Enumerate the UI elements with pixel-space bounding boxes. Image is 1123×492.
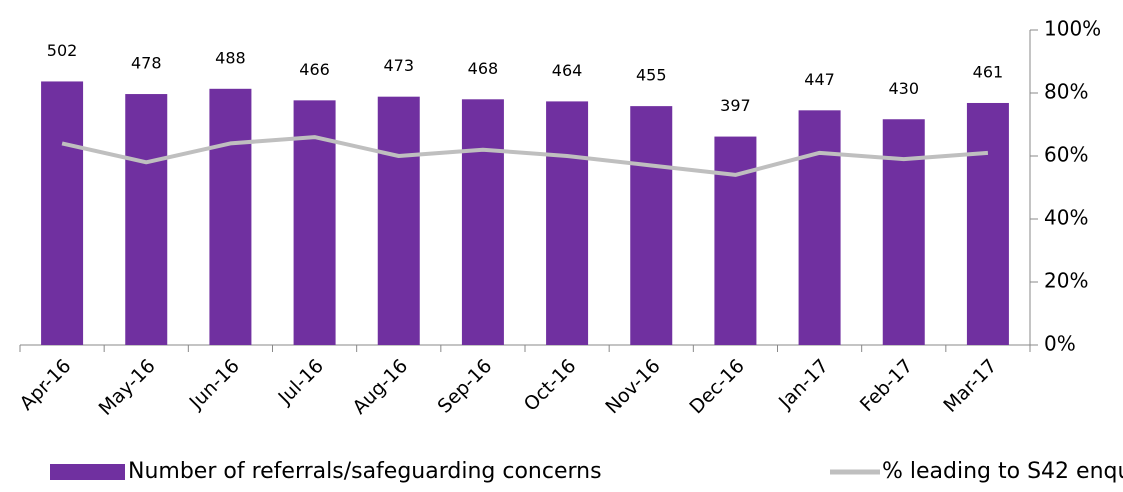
- legend-label: % leading to S42 enquiry: [882, 459, 1123, 484]
- y2-tick-label: 80%: [1044, 80, 1088, 104]
- x-tick-label: Jun-16: [185, 355, 244, 414]
- bar: [377, 96, 420, 345]
- x-tick-label: Jan-17: [774, 355, 833, 414]
- data-label: 464: [552, 61, 583, 80]
- x-tick-label: Nov-16: [601, 355, 664, 418]
- x-tick-label: Sep-16: [434, 355, 497, 418]
- bar: [966, 102, 1009, 345]
- y2-tick-label: 100%: [1044, 17, 1101, 41]
- bar: [41, 81, 84, 345]
- x-tick-label: Aug-16: [348, 355, 412, 419]
- data-label: 478: [131, 54, 162, 73]
- x-tick-label: Apr-16: [16, 355, 76, 415]
- data-label: 466: [299, 60, 330, 79]
- data-label: 430: [888, 79, 919, 98]
- y2-tick-label: 60%: [1044, 143, 1088, 167]
- x-tick-label: Oct-16: [520, 355, 581, 416]
- data-label: 397: [720, 96, 751, 115]
- bar: [714, 136, 757, 345]
- bar: [209, 88, 252, 346]
- x-tick-label: Mar-17: [939, 355, 1001, 417]
- data-label: 473: [383, 56, 414, 75]
- y2-tick-label: 40%: [1044, 206, 1088, 230]
- bar: [546, 101, 589, 346]
- bar: [882, 119, 925, 345]
- data-label: 488: [215, 48, 246, 67]
- data-label: 468: [468, 59, 499, 78]
- y2-tick-label: 0%: [1044, 332, 1076, 356]
- data-label: 461: [973, 62, 1004, 81]
- legend-label: Number of referrals/safeguarding concern…: [128, 459, 602, 484]
- bar: [125, 94, 168, 345]
- x-tick-label: May-16: [95, 355, 160, 420]
- x-tick-label: Jul-16: [274, 355, 328, 409]
- legend-swatch: [50, 464, 125, 480]
- bar: [798, 110, 841, 345]
- x-tick-label: Feb-17: [856, 355, 917, 416]
- x-tick-label: Dec-16: [685, 355, 749, 419]
- bar: [630, 106, 673, 345]
- data-label: 455: [636, 66, 667, 85]
- y2-tick-label: 20%: [1044, 269, 1088, 293]
- line: [61, 135, 989, 177]
- data-label: 502: [47, 41, 78, 60]
- bar: [461, 99, 504, 345]
- data-label: 447: [804, 70, 835, 89]
